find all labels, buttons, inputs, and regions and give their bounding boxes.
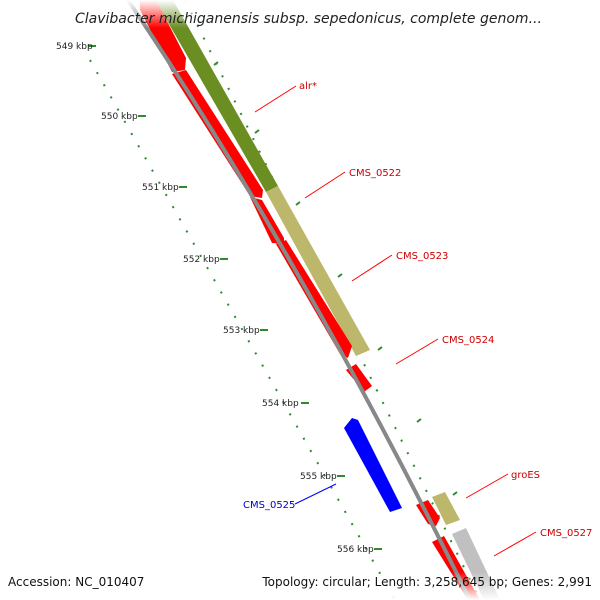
leader-groes: [465, 473, 509, 499]
cog-block-khaki-groes: [432, 492, 460, 525]
genome-summary: Topology: circular; Length: 3,258,645 bp…: [261, 575, 592, 589]
genome-backbone: [126, 0, 472, 600]
bottom-fade: [0, 572, 600, 600]
leader-cms-0524: [395, 338, 439, 365]
tick-label: 556 kbp: [337, 545, 374, 555]
outer-tick-mark: [295, 201, 301, 206]
tick-label: 553 kbp: [223, 326, 260, 336]
gene-label-cms-0525[interactable]: CMS_0525: [243, 500, 295, 511]
top-fade: [0, 0, 600, 28]
tick-label: 549 kbp: [56, 42, 93, 52]
gene-arrow-cms-0525: [344, 418, 402, 512]
tick-label: 551 kbp: [142, 183, 179, 193]
tick-label: 550 kbp: [101, 112, 138, 122]
outer-tick-mark: [452, 491, 458, 496]
leader-alr: [254, 85, 297, 113]
map-title: Clavibacter michiganensis subsp. sepedon…: [75, 11, 542, 27]
tick-labels: 549 kbp 550 kbp 551 kbp 552 kbp 553 kbp …: [56, 42, 374, 555]
gene-labels: alr* CMS_0522 CMS_0523 CMS_0524 groES CM…: [243, 81, 592, 539]
outer-tick-track: [184, 0, 481, 600]
inner-tick-track: [88, 45, 396, 600]
accession-label: Accession: NC_010407: [8, 575, 144, 589]
leader-cms-0523: [351, 254, 393, 282]
leader-cms-0525: [294, 483, 337, 505]
cog-block-green: [155, 0, 278, 192]
outer-tick-mark: [337, 273, 343, 278]
tick-label: 552 kbp: [183, 255, 220, 265]
cog-block-khaki: [266, 186, 370, 356]
cog-track: [155, 0, 500, 600]
outer-tick-mark: [377, 346, 383, 351]
gene-label-cms-0524[interactable]: CMS_0524: [442, 335, 494, 346]
gene-label-alr[interactable]: alr*: [299, 81, 317, 92]
label-leaders: [254, 85, 537, 557]
reverse-strand-track: [344, 418, 402, 512]
leader-cms-0522: [304, 171, 346, 199]
gene-label-cms-0527[interactable]: CMS_0527: [540, 528, 592, 539]
gene-label-groes[interactable]: groES: [511, 470, 540, 481]
tick-label: 554 kbp: [262, 399, 299, 409]
outer-tick-mark: [416, 418, 422, 423]
gene-label-cms-0523[interactable]: CMS_0523: [396, 251, 448, 262]
outer-tick-mark: [213, 61, 219, 66]
outer-tick-mark: [254, 129, 260, 134]
tick-label: 555 kbp: [300, 472, 337, 482]
leader-cms-0527: [493, 531, 537, 557]
gene-label-cms-0522[interactable]: CMS_0522: [349, 168, 401, 179]
